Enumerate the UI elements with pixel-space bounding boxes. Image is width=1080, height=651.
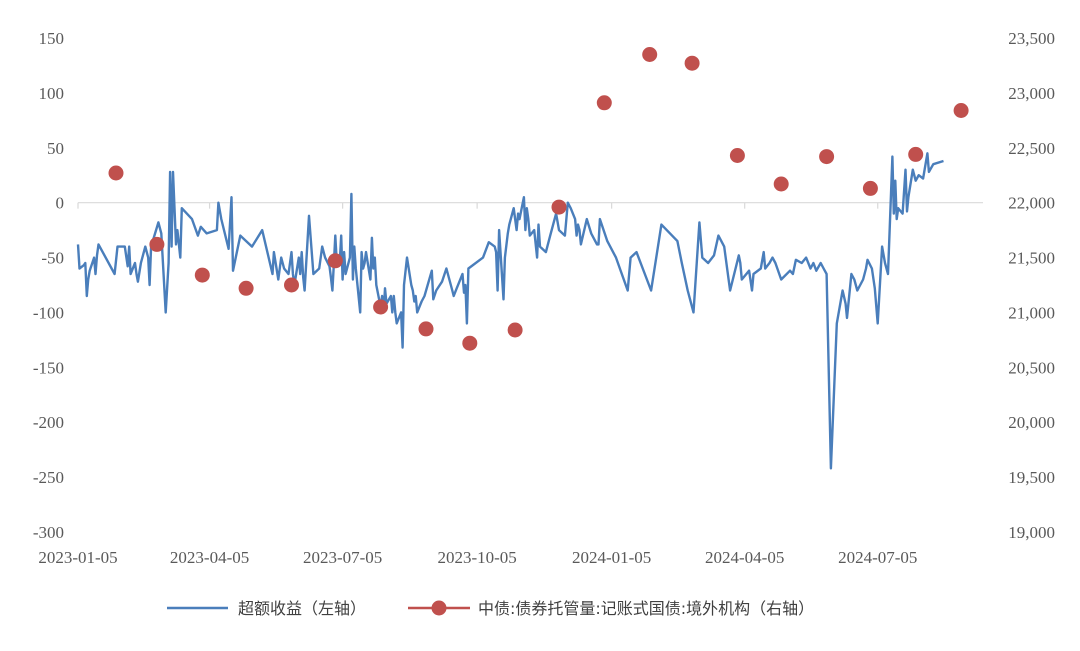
bond-custody-point xyxy=(327,253,343,269)
excess-return-line xyxy=(76,152,944,470)
legend: 超额收益（左轴） 中债:债券托管量:记账式国债:境外机构（右轴） xyxy=(167,599,814,618)
right-axis-tick-label: 20,500 xyxy=(1008,358,1055,377)
x-axis-tick-label: 2024-04-05 xyxy=(705,548,784,567)
left-axis-tick-label: -150 xyxy=(33,358,64,377)
bond-custody-point xyxy=(462,335,478,351)
bond-custody-point xyxy=(284,277,299,293)
left-axis-tick-label: -200 xyxy=(33,413,64,432)
left-axis-tick-label: -250 xyxy=(33,468,64,487)
right-axis-tick-label: 20,000 xyxy=(1008,413,1055,432)
right-axis-tick-label: 19,000 xyxy=(1008,523,1055,542)
bond-custody-point xyxy=(908,146,924,162)
right-axis-tick-label: 23,500 xyxy=(1008,29,1055,48)
right-axis-tick-label: 22,500 xyxy=(1008,139,1055,158)
x-axis-tick-label: 2023-04-05 xyxy=(170,548,249,567)
bond-custody-point xyxy=(238,280,254,296)
bond-custody-series xyxy=(108,47,969,351)
right-axis-tick-label: 21,000 xyxy=(1008,303,1055,322)
x-axis-tick-label: 2023-10-05 xyxy=(437,548,516,567)
legend-marker-swatch xyxy=(431,600,447,616)
x-axis: 2023-01-05 2023-04-05 2023-07-05 2023-10-05… xyxy=(38,202,983,567)
bond-custody-point xyxy=(729,148,745,163)
left-axis-tick-label: 0 xyxy=(56,194,65,213)
left-axis-tick-label: -300 xyxy=(33,523,64,542)
x-axis-tick-label: 2023-01-05 xyxy=(38,548,117,567)
x-axis-tick-label: 2024-01-05 xyxy=(572,548,651,567)
bond-custody-point xyxy=(819,149,835,165)
excess-return-series xyxy=(76,152,944,470)
left-axis-tick-label: -50 xyxy=(41,249,64,268)
bond-custody-point xyxy=(596,95,612,111)
left-axis-tick-label: 100 xyxy=(39,84,65,103)
right-axis-tick-label: 19,500 xyxy=(1008,468,1055,487)
bond-custody-point xyxy=(773,176,789,192)
x-axis-tick-label: 2023-07-05 xyxy=(303,548,382,567)
bond-custody-point xyxy=(862,180,878,196)
bond-custody-point xyxy=(953,103,969,118)
left-y-axis: 150 100 50 0 -50 -100 -150 -200 -250 -300 xyxy=(33,29,64,542)
x-axis-tick-label: 2024-07-05 xyxy=(838,548,917,567)
bond-custody-point xyxy=(418,321,434,337)
bond-custody-point xyxy=(194,267,210,283)
bond-custody-point xyxy=(373,299,389,315)
bond-custody-point xyxy=(642,47,658,62)
bond-custody-point xyxy=(108,165,124,181)
right-axis-tick-label: 21,500 xyxy=(1008,249,1055,268)
legend-label-excess-return: 超额收益（左轴） xyxy=(238,599,366,618)
legend-label-bond-custody: 中债:债券托管量:记账式国债:境外机构（右轴） xyxy=(478,599,814,618)
left-axis-tick-label: 50 xyxy=(47,139,64,158)
bond-custody-point xyxy=(684,55,700,71)
left-axis-tick-label: 150 xyxy=(39,29,65,48)
bond-custody-point xyxy=(507,322,523,338)
right-axis-tick-label: 23,000 xyxy=(1008,84,1055,103)
right-axis-tick-label: 22,000 xyxy=(1008,194,1055,213)
right-y-axis: 23,500 23,000 22,500 22,000 21,500 21,000 20,5… xyxy=(1008,29,1055,542)
left-axis-tick-label: -100 xyxy=(33,303,64,322)
bond-custody-point xyxy=(551,199,567,215)
bond-custody-point xyxy=(149,236,165,252)
